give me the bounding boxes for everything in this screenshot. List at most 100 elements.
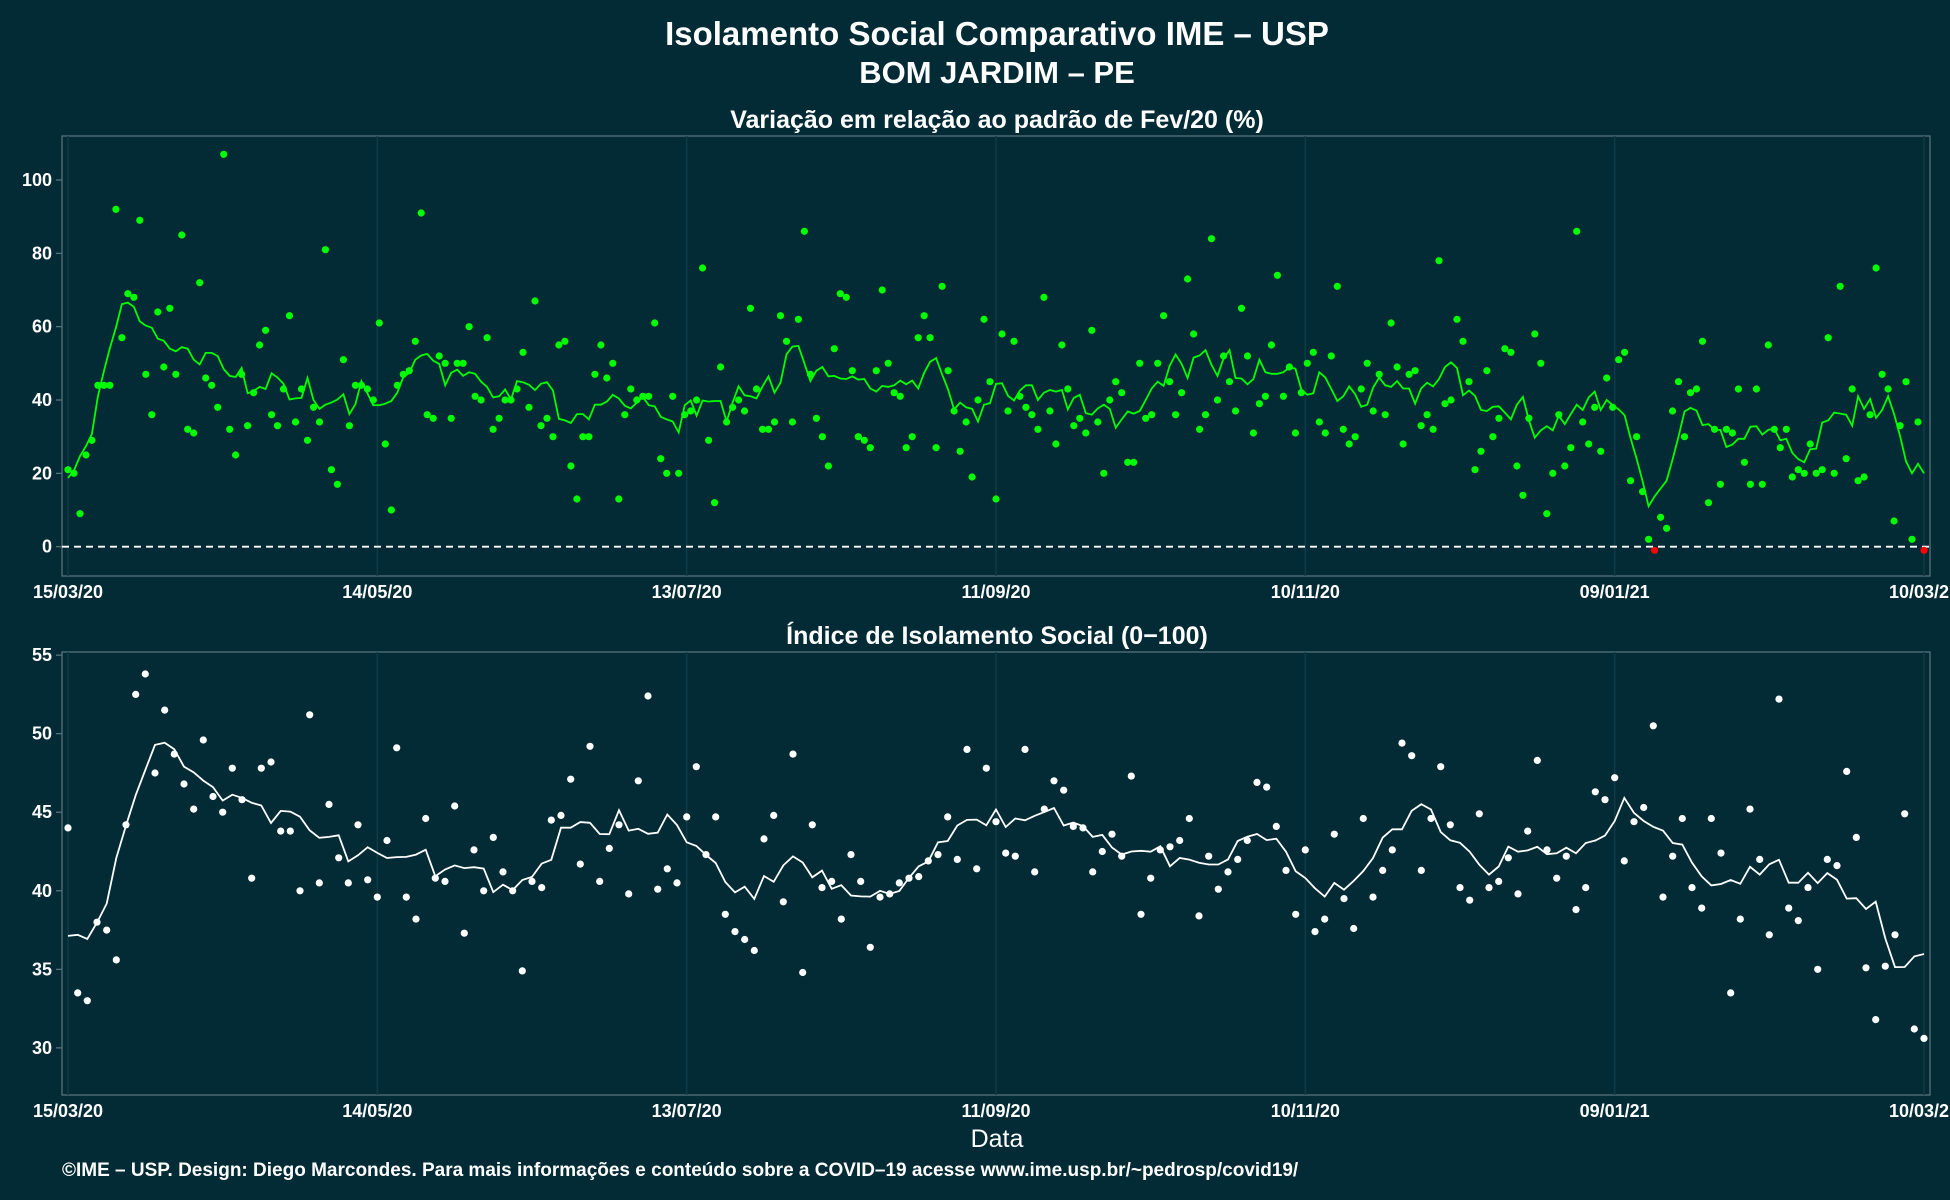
data-point: [789, 750, 797, 758]
data-point: [250, 389, 258, 397]
data-point: [764, 425, 773, 433]
data-point: [459, 359, 467, 367]
data-point: [721, 910, 729, 918]
data-point: [470, 846, 478, 854]
data-point: [830, 345, 838, 353]
data-point: [1818, 466, 1826, 474]
data-point: [1601, 796, 1609, 804]
data-point: [872, 367, 880, 375]
data-point: [731, 928, 739, 936]
data-point: [1740, 458, 1748, 466]
data-point: [160, 363, 168, 371]
data-point: [405, 367, 413, 375]
data-point: [1387, 319, 1395, 327]
data-point: [291, 418, 300, 426]
data-point: [1079, 824, 1087, 832]
data-point: [1901, 810, 1909, 818]
data-point: [435, 352, 443, 360]
data-point: [729, 403, 737, 411]
data-point: [1350, 924, 1358, 933]
data-point: [373, 893, 381, 901]
data-point: [824, 462, 833, 470]
data-point: [1717, 849, 1725, 857]
data-point: [1716, 480, 1724, 488]
data-point: [1205, 852, 1213, 860]
data-point: [1525, 414, 1533, 422]
data-point: [480, 887, 488, 895]
data-point: [1124, 458, 1132, 466]
data-point: [547, 816, 555, 824]
data-point: [776, 312, 785, 320]
data-point: [596, 877, 604, 886]
data-point: [1417, 866, 1425, 875]
data-point: [118, 334, 126, 342]
data-point: [214, 403, 222, 411]
data-point: [735, 396, 743, 404]
y-tick-label: 45: [32, 802, 52, 822]
data-point: [1514, 890, 1522, 898]
data-point: [1405, 370, 1413, 378]
data-point: [878, 286, 886, 294]
data-point: [1321, 915, 1329, 923]
data-point: [1603, 374, 1611, 382]
data-point: [920, 312, 928, 320]
data-point: [273, 422, 282, 430]
data-point: [847, 851, 855, 859]
data-point: [402, 893, 410, 901]
data-point: [932, 444, 940, 452]
data-point: [663, 865, 671, 873]
data-point: [1201, 411, 1210, 419]
data-point: [663, 469, 671, 477]
data-point: [1040, 805, 1048, 813]
y-tick-label: 55: [32, 645, 52, 665]
data-point: [1031, 868, 1039, 876]
data-point: [1108, 830, 1116, 838]
data-point: [573, 495, 581, 503]
data-point: [779, 898, 787, 906]
data-point: [354, 821, 362, 829]
data-point: [297, 385, 306, 393]
data-point: [1034, 425, 1042, 433]
data-point: [561, 337, 569, 345]
data-point: [1555, 411, 1563, 419]
data-point: [1615, 356, 1623, 364]
data-point: [190, 429, 198, 437]
data-point: [1836, 282, 1844, 290]
data-point: [489, 833, 497, 842]
data-point: [1016, 392, 1024, 400]
data-point: [711, 499, 719, 507]
data-point: [1891, 931, 1899, 939]
data-point: [1585, 440, 1593, 448]
data-point: [64, 466, 72, 474]
data-point: [333, 480, 341, 488]
data-point: [1156, 846, 1164, 854]
data-point: [1824, 334, 1832, 342]
data-point: [335, 854, 343, 862]
data-point: [1453, 315, 1461, 323]
data-point: [447, 414, 455, 422]
data-point: [387, 506, 395, 514]
data-point: [1263, 783, 1271, 791]
data-point: [1375, 370, 1383, 378]
data-point: [1243, 352, 1252, 360]
data-point: [1756, 855, 1764, 864]
data-point: [1094, 418, 1102, 426]
data-point: [758, 425, 767, 433]
data-point: [746, 304, 755, 312]
data-point: [309, 403, 318, 411]
data-point: [1052, 440, 1060, 448]
data-point: [412, 915, 420, 923]
data-point: [1021, 745, 1029, 754]
data-point: [1758, 480, 1766, 488]
data-point: [1011, 852, 1019, 860]
data-point: [627, 385, 635, 393]
data-point: [1178, 389, 1186, 397]
data-point: [1459, 337, 1467, 345]
data-point: [411, 337, 419, 345]
data-point: [1340, 895, 1348, 903]
data-point: [1070, 422, 1078, 430]
x-tick-label: 14/05/20: [342, 1101, 412, 1121]
data-point: [513, 385, 521, 393]
data-point: [1040, 293, 1048, 301]
